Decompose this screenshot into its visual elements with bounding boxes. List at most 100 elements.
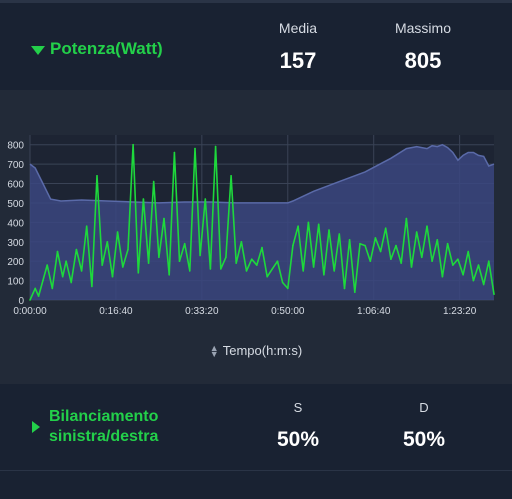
x-tick-label: 1:23:20 xyxy=(443,306,477,317)
x-tick-label: 0:00:00 xyxy=(13,306,47,317)
time-axis-selector[interactable]: ▲ ▼ Tempo(h:m:s) xyxy=(0,343,512,358)
y-tick-label: 500 xyxy=(7,199,24,210)
power-data-point xyxy=(359,242,361,245)
power-data-point xyxy=(91,285,93,288)
power-data-point xyxy=(452,264,454,266)
power-data-point xyxy=(472,279,475,282)
average-stat: Media 157 xyxy=(238,20,358,74)
y-tick-label: 400 xyxy=(7,218,24,229)
average-value: 157 xyxy=(279,48,317,73)
power-data-point xyxy=(323,274,325,276)
power-data-point xyxy=(240,241,243,243)
y-tick-label: 300 xyxy=(7,238,24,249)
x-tick-label: 1:06:40 xyxy=(357,306,391,317)
balance-title-line1: Bilanciamento xyxy=(49,408,159,425)
power-data-point xyxy=(426,225,428,227)
power-data-point xyxy=(276,260,279,262)
power-data-point xyxy=(250,258,253,260)
power-data-point xyxy=(56,250,59,253)
average-label: Media xyxy=(278,20,318,36)
power-data-point xyxy=(65,260,67,262)
power-data-point xyxy=(482,283,485,286)
power-data-point xyxy=(446,242,449,245)
power-data-point xyxy=(34,287,36,290)
power-data-point xyxy=(287,287,289,290)
power-data-point xyxy=(255,264,258,266)
power-data-point xyxy=(173,151,176,154)
power-data-point xyxy=(338,233,341,235)
power-data-point xyxy=(348,239,351,241)
power-data-point xyxy=(297,225,299,227)
power-data-point xyxy=(189,270,191,272)
power-data-point xyxy=(158,256,160,259)
power-data-point xyxy=(142,198,145,200)
power-data-point xyxy=(209,268,212,270)
balance-section: Bilanciamento sinistra/destra S 50% D 50… xyxy=(0,384,512,470)
power-data-point xyxy=(96,175,98,177)
power-data-point xyxy=(42,279,44,282)
power-data-point xyxy=(266,275,269,278)
power-data-point xyxy=(488,260,490,262)
power-series-line xyxy=(29,143,495,301)
power-data-point xyxy=(410,266,413,268)
power-data-point xyxy=(137,272,140,274)
right-label: D xyxy=(419,400,429,415)
power-data-point xyxy=(163,217,165,220)
power-chart-panel[interactable]: 0 100 200 300 400 500 600 700 800 0:00:00 0:16:40 0… xyxy=(0,90,512,384)
y-tick-label: 700 xyxy=(7,160,24,171)
balance-section-toggle[interactable]: Bilanciamento sinistra/destra xyxy=(32,407,158,447)
y-tick-label: 100 xyxy=(7,277,24,288)
power-data-point xyxy=(75,248,78,251)
power-data-point xyxy=(405,217,408,220)
y-tick-label: 200 xyxy=(7,257,24,268)
power-data-point xyxy=(333,270,336,272)
power-data-point xyxy=(457,258,459,260)
power-data-point xyxy=(307,221,310,224)
power-data-point xyxy=(194,147,196,150)
power-data-point xyxy=(147,262,150,264)
time-axis-label: Tempo(h:m:s) xyxy=(222,343,303,358)
power-data-point xyxy=(152,180,155,183)
top-divider xyxy=(0,0,512,3)
y-tick-label: 600 xyxy=(7,180,24,191)
power-section-toggle[interactable]: Potenza(Watt) xyxy=(31,39,163,59)
power-data-point xyxy=(343,287,346,290)
right-value: 50% xyxy=(402,428,446,451)
power-data-point xyxy=(317,223,320,226)
power-data-point xyxy=(168,274,170,276)
x-tick-label: 0:33:20 xyxy=(185,306,219,317)
power-data-point xyxy=(132,143,134,146)
power-data-point xyxy=(61,275,64,278)
balance-title-line2: sinistra/destra xyxy=(49,428,159,445)
left-balance-stat: S 50% xyxy=(258,400,338,452)
power-chart[interactable]: 0 100 200 300 400 500 600 700 800 0:00:00 0:16:40 0… xyxy=(0,90,512,330)
power-data-point xyxy=(127,248,129,251)
power-data-point xyxy=(477,264,480,266)
power-data-point xyxy=(178,260,181,262)
left-value: 50% xyxy=(276,428,320,451)
x-tick-label: 0:50:00 xyxy=(271,306,305,317)
right-balance-stat: D 50% xyxy=(384,400,464,452)
power-data-point xyxy=(220,268,222,270)
power-data-point xyxy=(436,239,439,241)
power-data-point xyxy=(364,244,366,247)
power-data-point xyxy=(80,270,83,272)
power-data-point xyxy=(204,198,207,200)
power-data-point xyxy=(421,256,423,259)
power-data-point xyxy=(29,299,31,301)
power-data-point xyxy=(245,270,248,272)
power-data-point xyxy=(51,287,54,290)
power-data-point xyxy=(369,260,372,262)
power-data-point xyxy=(37,295,40,297)
power-data-point xyxy=(400,262,403,264)
expand-triangle-icon xyxy=(32,421,40,433)
power-data-point xyxy=(122,266,124,268)
power-data-point xyxy=(116,231,119,233)
power-data-point xyxy=(415,231,418,233)
power-data-point xyxy=(106,241,109,243)
power-data-point xyxy=(441,275,444,278)
max-value: 805 xyxy=(404,48,442,73)
power-data-point xyxy=(328,229,330,231)
power-header: Potenza(Watt) Media 157 Massimo 805 xyxy=(0,3,512,90)
power-data-point xyxy=(281,281,284,284)
